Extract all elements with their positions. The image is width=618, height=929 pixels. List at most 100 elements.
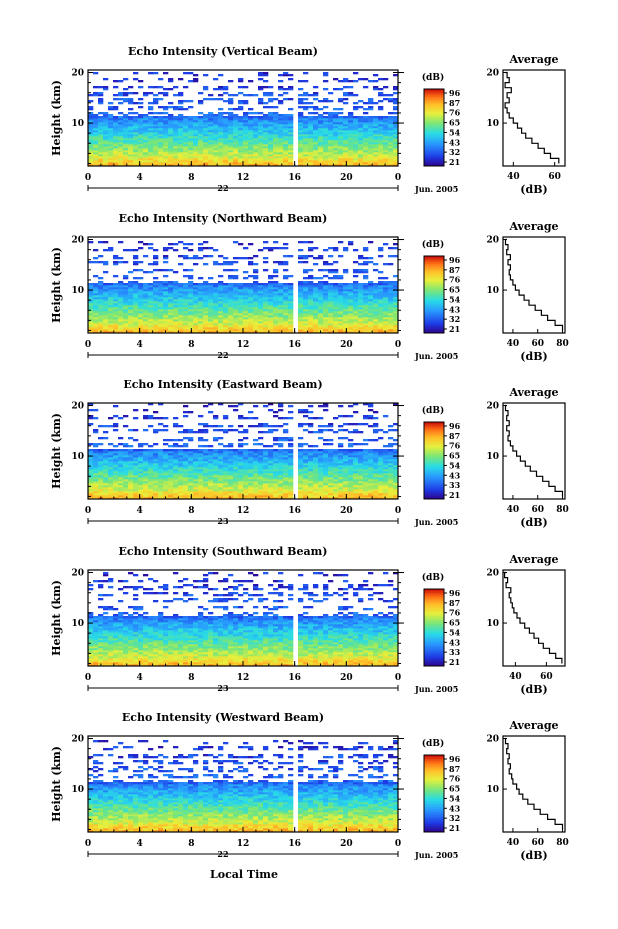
colorbar-label: (dB) xyxy=(422,738,444,749)
chart-title: Echo Intensity (Northward Beam) xyxy=(119,212,328,225)
x-tick-label: 0 xyxy=(85,839,91,849)
colorbar-tick-label: 76 xyxy=(449,774,461,784)
x-tick-label: 16 xyxy=(288,673,301,683)
colorbar-tick-label: 76 xyxy=(449,441,461,451)
colorbar-tick-label: 54 xyxy=(449,127,461,137)
y-axis-label: Height (km) xyxy=(50,80,63,156)
x-tick-label: 16 xyxy=(288,340,301,350)
x-tick-label: 12 xyxy=(237,340,250,350)
x-tick-label: 8 xyxy=(188,173,194,183)
average-profile: Average 20 10 40 60 80 (dB) xyxy=(486,719,568,862)
chart-panel-2: Echo Intensity (Northward Beam) 20 10 Heigh… xyxy=(50,212,569,363)
colorbar-tick-label: 65 xyxy=(449,451,460,461)
heatmap-cells xyxy=(88,72,399,167)
heatmap-cells xyxy=(88,403,399,500)
x-tick-label: 4 xyxy=(137,173,143,183)
average-title: Average xyxy=(508,719,558,732)
average-x-tick-label: 80 xyxy=(556,838,569,848)
average-profile-line xyxy=(504,571,563,664)
colorbar-tick-label: 54 xyxy=(449,294,461,304)
day-label: 23 xyxy=(217,683,229,693)
chart-panel-1: Echo Intensity (Vertical Beam) 20 10 Height… xyxy=(50,45,566,196)
average-y-tick-label: 10 xyxy=(486,452,499,462)
y-axis-label: Height (km) xyxy=(50,580,63,656)
y-tick-label: 10 xyxy=(71,619,84,629)
average-x-label: (dB) xyxy=(520,516,547,529)
x-tick-label: 0 xyxy=(395,506,401,516)
average-profile: Average 20 10 40 60(dB) xyxy=(486,553,566,696)
average-x-tick-label: 60 xyxy=(531,505,544,515)
chart-title: Echo Intensity (Southward Beam) xyxy=(119,545,328,558)
colorbar-tick-label: 87 xyxy=(449,764,460,774)
date-label: Jun. 2005 xyxy=(414,850,458,860)
date-label: Jun. 2005 xyxy=(414,517,458,527)
colorbar-label: (dB) xyxy=(422,405,444,416)
chart-title: Echo Intensity (Westward Beam) xyxy=(122,711,324,724)
day-label: 22 xyxy=(217,183,228,193)
colorbar-tick-label: 76 xyxy=(449,108,461,118)
average-x-tick-label: 60 xyxy=(548,172,561,182)
average-profile-line xyxy=(504,238,564,331)
average-x-label: (dB) xyxy=(520,683,547,696)
heatmap-cells xyxy=(88,740,399,833)
average-y-tick-label: 20 xyxy=(486,236,499,246)
x-tick-label: 12 xyxy=(237,673,250,683)
colorbar-tick-label: 43 xyxy=(449,470,461,480)
average-x-tick-label: 60 xyxy=(540,672,553,682)
x-tick-label: 12 xyxy=(237,506,250,516)
y-axis-label: Height (km) xyxy=(50,247,63,323)
x-tick-label: 12 xyxy=(237,173,250,183)
colorbar-tick-label: 32 xyxy=(449,314,460,324)
colorbar-tick-label: 21 xyxy=(449,157,460,167)
colorbar-tick-label: 21 xyxy=(449,490,460,500)
average-y-tick-label: 10 xyxy=(486,619,499,629)
average-x-tick-label: 60 xyxy=(531,339,544,349)
colorbar-tick-label: 32 xyxy=(449,813,460,823)
average-x-tick-label: 40 xyxy=(507,505,520,515)
average-x-label: (dB) xyxy=(520,849,547,862)
average-y-tick-label: 10 xyxy=(486,785,499,795)
colorbar-tick-label: 43 xyxy=(449,637,461,647)
average-x-tick-label: 80 xyxy=(556,339,569,349)
x-tick-label: 20 xyxy=(340,839,353,849)
colorbar-label: (dB) xyxy=(422,572,444,583)
colorbar-tick-label: 43 xyxy=(449,304,461,314)
average-title: Average xyxy=(508,386,558,399)
colorbar-tick-label: 54 xyxy=(449,627,461,637)
average-profile: Average 20 10 40 60 80 (dB) xyxy=(486,386,568,529)
x-tick-label: 8 xyxy=(188,506,194,516)
heatmap-cells xyxy=(88,241,399,334)
chart-panel-5: Echo Intensity (Westward Beam) 20 10 Height… xyxy=(50,711,569,862)
x-tick-label: 0 xyxy=(85,173,91,183)
x-tick-label: 0 xyxy=(395,673,401,683)
x-tick-label: 4 xyxy=(137,673,143,683)
average-y-tick-label: 20 xyxy=(486,735,499,745)
average-title: Average xyxy=(508,220,558,233)
x-tick-label: 8 xyxy=(188,673,194,683)
average-profile: Average 20 10 40 60 80 (dB) xyxy=(486,220,568,363)
colorbar-tick-label: 87 xyxy=(449,98,460,108)
y-axis-label: Height (km) xyxy=(50,413,63,489)
colorbar-tick-label: 96 xyxy=(449,88,461,98)
colorbar-tick-label: 65 xyxy=(449,618,460,628)
average-y-tick-label: 10 xyxy=(486,119,499,129)
average-y-tick-label: 20 xyxy=(486,569,499,579)
x-tick-label: 0 xyxy=(85,340,91,350)
day-label: 22 xyxy=(217,350,228,360)
y-tick-label: 20 xyxy=(71,402,84,412)
colorbar-tick-label: 33 xyxy=(449,647,461,657)
x-tick-label: 16 xyxy=(288,839,301,849)
colorbar-tick-label: 96 xyxy=(449,754,461,764)
chart-title: Echo Intensity (Vertical Beam) xyxy=(128,45,318,58)
colorbar-tick-label: 21 xyxy=(449,823,460,833)
x-tick-label: 20 xyxy=(340,673,353,683)
x-tick-label: 0 xyxy=(395,173,401,183)
y-tick-label: 20 xyxy=(71,69,84,79)
colorbar-tick-label: 87 xyxy=(449,598,460,608)
date-label: Jun. 2005 xyxy=(414,684,458,694)
colorbar-tick-label: 87 xyxy=(449,431,460,441)
